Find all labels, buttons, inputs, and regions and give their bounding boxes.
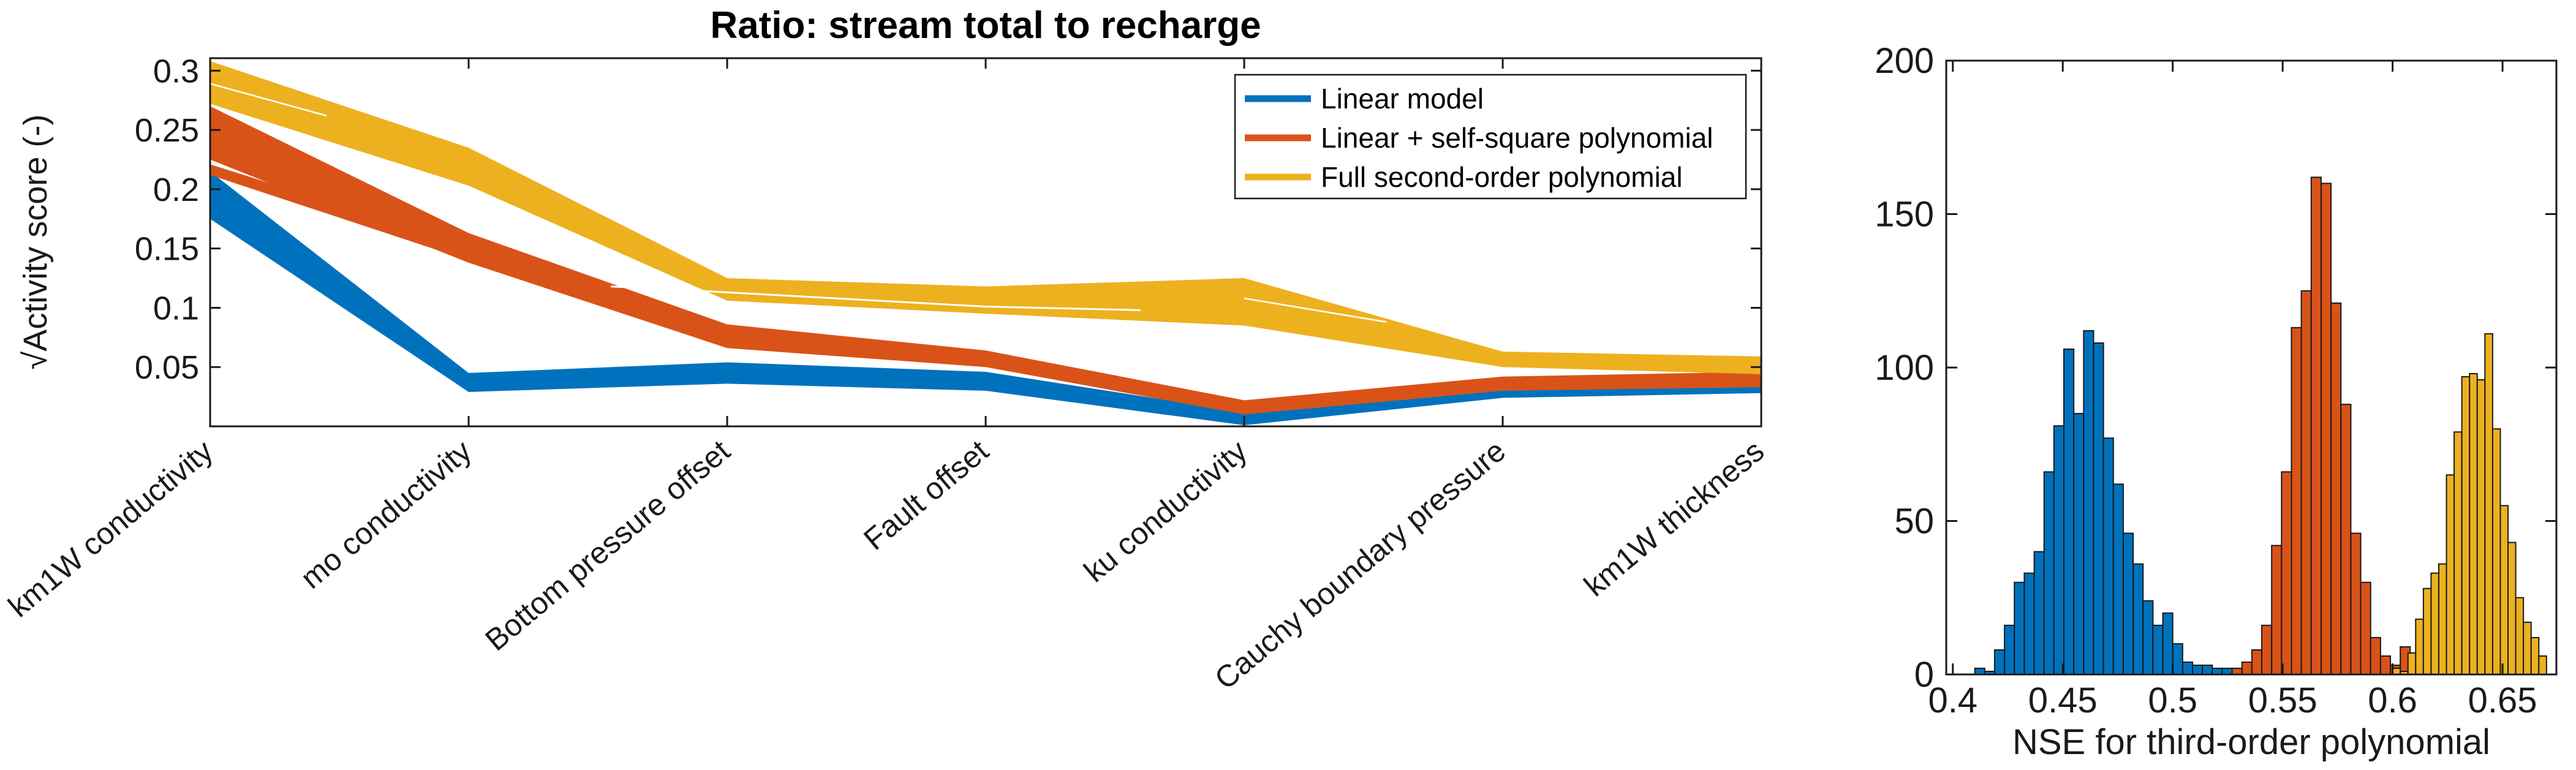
histogram-bar-linear-self-square	[2330, 302, 2342, 676]
histogram-bar-full-second-order	[2430, 572, 2439, 675]
histogram-bar-linear-model	[1993, 649, 2006, 676]
histogram-bar-linear-model	[2212, 667, 2223, 675]
histogram-bar-full-second-order	[2476, 379, 2486, 675]
x-tick-label: 0.65	[2468, 681, 2537, 720]
histogram-bar-full-second-order	[2484, 333, 2493, 675]
histogram-bar-linear-self-square	[2251, 649, 2263, 676]
histogram-bar-full-second-order	[2530, 636, 2540, 676]
band-streak-0	[611, 285, 1141, 311]
histogram-bar-linear-model	[2152, 624, 2164, 676]
histogram-bar-linear-model	[2053, 425, 2065, 675]
histogram-bar-full-second-order	[2407, 652, 2417, 676]
histogram-bar-full-second-order	[2499, 505, 2509, 675]
histogram-bar-linear-self-square	[2370, 636, 2381, 676]
x-category-label: ku conductivity	[1078, 434, 1253, 589]
histogram-bar-linear-model	[2014, 581, 2025, 676]
histogram-bar-linear-self-square	[2379, 655, 2392, 675]
histogram-bar-full-second-order	[2515, 597, 2525, 675]
x-tick-label: 0.6	[2368, 681, 2417, 720]
histogram-bar-full-second-order	[2446, 474, 2455, 675]
histogram-bar-linear-model	[2043, 471, 2055, 676]
histogram-bar-full-second-order	[2422, 587, 2432, 675]
legend-label-linear-model: Linear model	[1321, 83, 1484, 115]
histogram-bar-full-second-order	[2392, 667, 2401, 675]
x-category-label: Cauchy boundary pressure	[1208, 434, 1512, 696]
histogram-bar-linear-model	[2162, 612, 2174, 675]
histogram-bar-linear-model	[2142, 600, 2154, 676]
y-tick-label: 0	[1914, 655, 1934, 695]
y-tick-label: 150	[1875, 195, 1934, 235]
histogram-bar-linear-model	[2112, 483, 2124, 675]
legend-label-full-second-order: Full second-order polynomial	[1321, 161, 1683, 193]
left-chart-title: Ratio: stream total to recharge	[710, 4, 1261, 47]
x-category-label: Fault offset	[857, 433, 995, 556]
histogram-bar-linear-model	[2202, 664, 2213, 675]
histogram-bar-linear-model	[1974, 667, 1985, 675]
y-tick-label: 0.2	[153, 172, 199, 208]
histogram-bar-full-second-order	[2507, 542, 2517, 675]
histogram-bar-linear-model	[2122, 532, 2134, 675]
y-tick-label: 0.25	[135, 112, 199, 149]
histogram-bar-linear-model	[2023, 572, 2035, 675]
histogram-bar-full-second-order	[2523, 621, 2532, 676]
histogram-bar-full-second-order	[2469, 373, 2478, 676]
y-tick-label: 100	[1875, 348, 1934, 388]
y-tick-label: 50	[1894, 502, 1934, 542]
y-tick-label: 0.15	[135, 231, 199, 268]
x-tick-label: 0.45	[2028, 681, 2098, 720]
histogram-bar-full-second-order	[2538, 655, 2547, 675]
histogram-bar-linear-model	[2004, 624, 2015, 676]
legend-label-linear-self-square: Linear + self-square polynomial	[1321, 122, 1713, 154]
legend-box	[1234, 74, 1747, 200]
activity-score-line-chart: 0.05 0.1 0.15 0.2 0.25 0.3 km1W conductivity mo…	[2, 53, 1770, 696]
histogram-bar-linear-model	[2172, 643, 2183, 676]
y-tick-label: 0.1	[153, 290, 199, 326]
histogram-bar-full-second-order	[2438, 563, 2447, 676]
y-tick-label: 200	[1875, 41, 1934, 81]
y-tick-label: 0.05	[135, 349, 199, 386]
histogram-bar-linear-model	[2132, 563, 2144, 676]
histogram-bar-linear-self-square	[2271, 545, 2283, 676]
histogram-bar-linear-self-square	[2360, 581, 2371, 676]
x-category-label: Bottom pressure offset	[478, 433, 736, 657]
x-category-label: mo conductivity	[294, 434, 478, 595]
x-category-label: km1W conductivity	[2, 434, 219, 624]
x-tick-label: 0.5	[2148, 681, 2197, 720]
histogram-bar-linear-model	[2073, 413, 2085, 676]
histogram-bar-linear-model	[2083, 330, 2094, 675]
band-streak-2	[1244, 297, 1387, 323]
x-tick-label: 0.4	[1928, 681, 1977, 720]
histogram-bar-linear-self-square	[2241, 661, 2253, 675]
right-x-axis-label: NSE for third-order polynomial	[2012, 722, 2491, 762]
y-tick-label: 0.3	[153, 53, 199, 89]
histogram-bar-linear-model	[2102, 437, 2114, 675]
histogram-bar-linear-self-square	[2320, 183, 2332, 675]
histogram-bar-linear-self-square	[2291, 326, 2302, 675]
histogram-bar-linear-model	[2033, 551, 2045, 675]
x-category-label: km1W thickness	[1577, 434, 1770, 603]
histogram-bar-linear-self-square	[2231, 667, 2243, 675]
series-band-full-second-order	[210, 61, 1761, 374]
histogram-bar-linear-self-square	[2281, 471, 2292, 676]
histogram-bar-linear-self-square	[2310, 176, 2322, 675]
histogram-bar-linear-model	[2063, 348, 2075, 675]
histogram-bar-linear-self-square	[2350, 532, 2362, 675]
histogram-bar-linear-self-square	[2261, 624, 2273, 676]
histogram-bar-full-second-order	[2453, 431, 2463, 676]
histogram-bar-linear-model	[2181, 661, 2193, 675]
histogram-bar-linear-self-square	[2300, 290, 2312, 675]
histogram-bar-full-second-order	[2415, 618, 2424, 676]
series-subband-linear-self-square	[210, 164, 1761, 412]
histogram-bar-linear-self-square	[2340, 404, 2352, 675]
x-tick-label: 0.55	[2248, 681, 2317, 720]
histogram-bar-full-second-order	[2461, 376, 2471, 676]
histogram-bar-linear-model	[2191, 664, 2204, 675]
histogram-bar-full-second-order	[2491, 428, 2501, 675]
nse-histogram-chart: 0 50 100 150 200 0.4 0.45 0.5 0.55 0.6 0.65	[1875, 41, 2558, 720]
histogram-bar-linear-model	[2093, 342, 2104, 675]
histogram-bar-linear-model	[2221, 667, 2233, 675]
band-streak-1	[210, 83, 327, 117]
series-band-linear-model	[210, 171, 1761, 426]
